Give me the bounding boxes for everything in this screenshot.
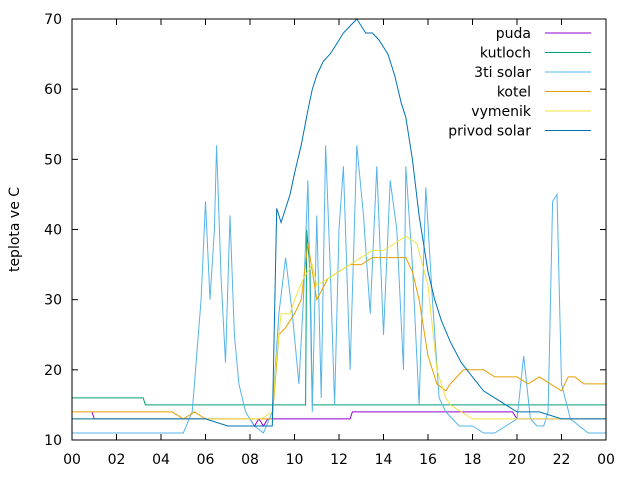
x-axis: 00 02 04 06 08 10 12 14 16 18 20 22 00	[63, 19, 615, 468]
x-tick-label: 16	[419, 452, 437, 468]
x-tick-label: 00	[63, 452, 81, 468]
series-line-privod-solar	[72, 18, 606, 427]
x-tick-label: 08	[241, 452, 259, 468]
series-line-kotel	[72, 243, 606, 420]
x-tick-label: 20	[508, 452, 526, 468]
x-tick-label: 02	[108, 452, 126, 468]
legend-label: vymenik	[471, 104, 532, 120]
series-line-3ti-solar	[72, 145, 606, 434]
y-tick-label: 20	[44, 363, 62, 379]
y-tick-label: 70	[44, 12, 62, 28]
y-tick-label: 50	[44, 152, 62, 168]
y-axis: 10 20 30 40 50 60 70	[44, 12, 606, 449]
x-tick-label: 10	[286, 452, 304, 468]
x-tick-label: 04	[152, 452, 170, 468]
legend-label: 3ti solar	[474, 65, 531, 81]
x-tick-label: 14	[375, 452, 393, 468]
y-axis-label: teplota ve C	[7, 187, 23, 272]
series-line-vymenik	[72, 235, 606, 420]
x-tick-label: 06	[197, 452, 215, 468]
legend: puda kutloch 3ti solar kotel vymenik privod s…	[448, 26, 591, 140]
x-tick-label: 22	[553, 452, 571, 468]
y-tick-label: 30	[44, 293, 62, 309]
legend-label: kutloch	[480, 46, 531, 62]
y-tick-label: 10	[44, 433, 62, 449]
y-tick-label: 40	[44, 223, 62, 239]
legend-label: privod solar	[448, 124, 531, 140]
x-tick-label: 12	[330, 452, 348, 468]
x-tick-label: 00	[597, 452, 615, 468]
series-lines	[72, 18, 606, 434]
y-tick-label: 60	[44, 82, 62, 98]
x-tick-label: 18	[464, 452, 482, 468]
legend-label: kotel	[497, 85, 531, 101]
legend-label: puda	[496, 26, 531, 42]
